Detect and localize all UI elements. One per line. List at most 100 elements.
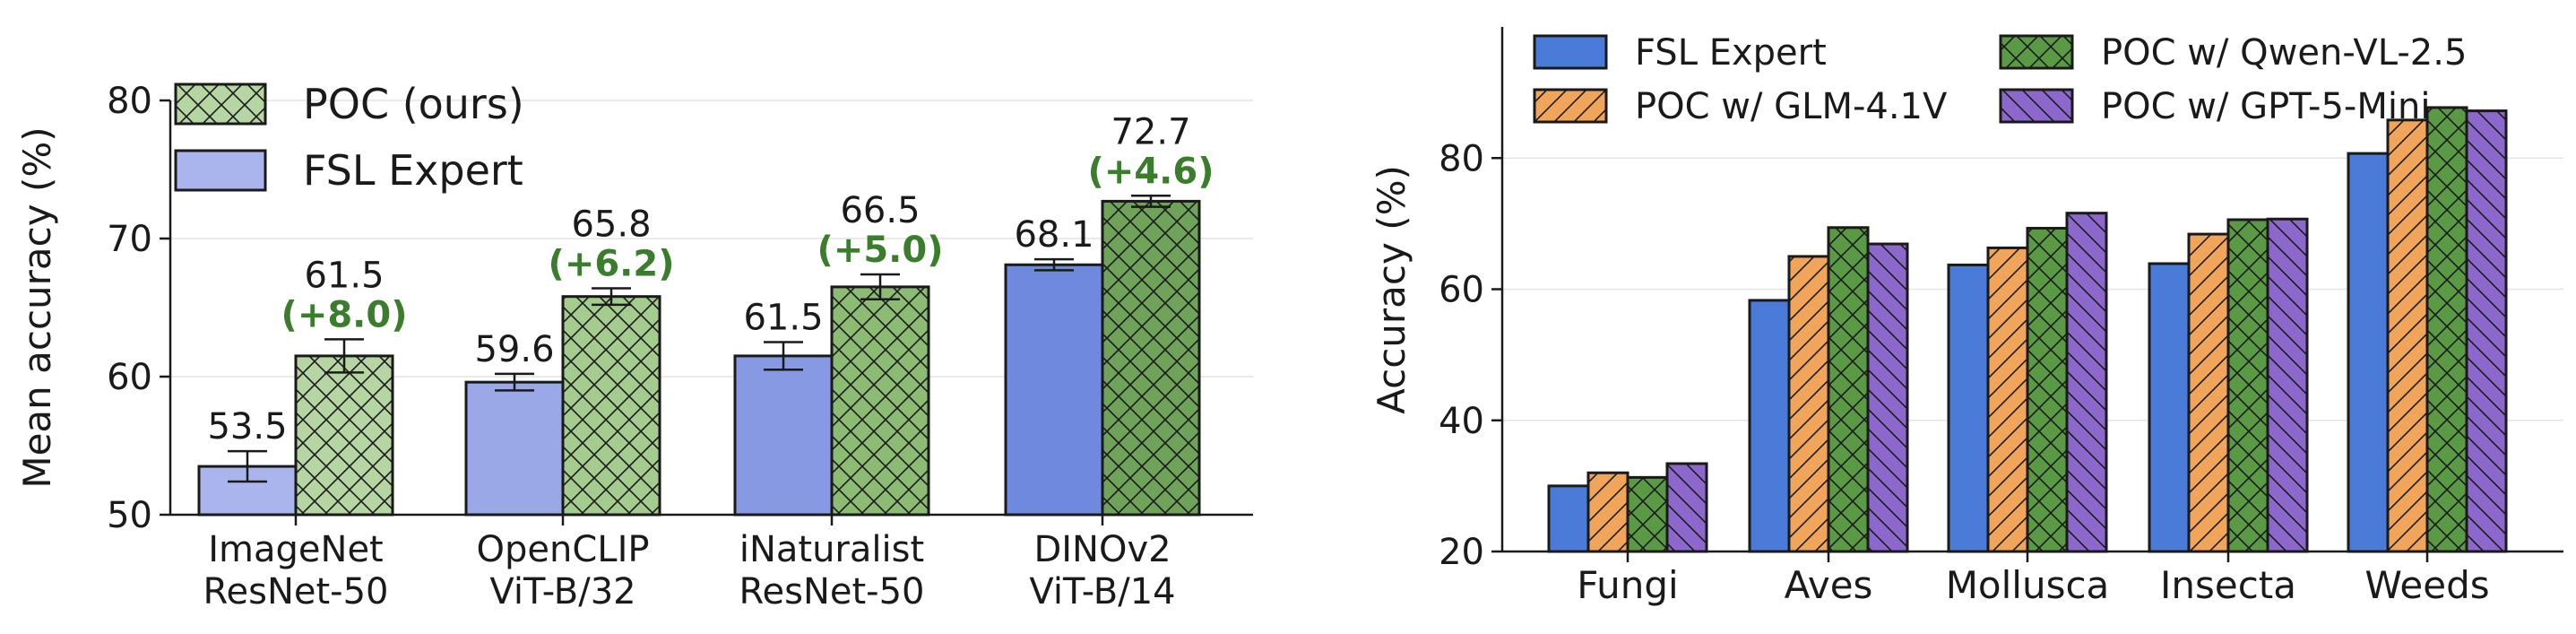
left-bar-poc [830, 285, 930, 517]
left-bar-poc-hatch [1102, 201, 1199, 516]
left-x-tick-label: ResNet-50 [203, 571, 389, 612]
left-x-tick-label: ViT-B/32 [489, 571, 635, 612]
chart-left: 53.5(+8.0)61.559.6(+6.2)65.861.5(+5.0)66… [15, 80, 1253, 612]
left-y-ticks: 50 60 70 80 [107, 81, 170, 536]
right-x-tick-label: Insecta [2160, 563, 2296, 607]
right-bar-series-2 [1827, 226, 1870, 553]
right-legend-swatch-hatch [1534, 90, 1606, 122]
left-bar-poc-hatch [296, 355, 393, 515]
left-y-tick-label: 80 [107, 81, 152, 122]
right-x-ticks: Fungi Aves Mollusca Insecta Weeds [1577, 551, 2490, 607]
left-legend-swatch-fill [176, 151, 265, 190]
right-bar-series-2-hatch [2228, 219, 2268, 552]
right-legend-label: POC w/ GLM-4.1V [1635, 86, 1948, 127]
right-y-tick-label: 80 [1439, 138, 1484, 179]
left-bars: 53.5(+8.0)61.559.6(+6.2)65.861.5(+5.0)66… [197, 111, 1215, 517]
right-bar-series-2-hatch [2427, 107, 2467, 551]
right-x-tick-label: Fungi [1577, 563, 1678, 607]
left-y-axis-label: Mean accuracy (%) [15, 126, 59, 488]
chart-right: 20 40 60 80 Fungi Aves Mollusca Insecta Weeds A… [1370, 27, 2563, 607]
left-legend-label: POC (ours) [303, 80, 524, 128]
right-legend-swatch-outline [1533, 34, 1608, 70]
right-bar-series-3-hatch [2067, 213, 2106, 552]
left-bar-poc-hatch [563, 296, 660, 515]
right-bar-series-0 [2347, 152, 2390, 553]
left-bar-fsl [1004, 263, 1104, 517]
left-y-tick-label: 70 [107, 219, 152, 260]
right-bar-series-0-fill [1549, 485, 1588, 551]
left-bar-poc [1101, 199, 1201, 517]
right-bar-series-2-hatch [1828, 227, 1868, 551]
right-bar-series-0 [1947, 263, 1990, 553]
left-legend-swatch-hatch [176, 84, 265, 124]
right-bar-series-1-hatch [1988, 248, 2027, 551]
left-bar-fsl-fill [466, 382, 563, 515]
right-legend-swatch-hatch [2001, 36, 2072, 68]
right-bars [1547, 106, 2508, 553]
right-bar-series-0-fill [2348, 153, 2388, 551]
right-bar-series-0 [1748, 299, 1791, 553]
right-bar-series-1 [2187, 232, 2230, 553]
left-gain-label: (+4.6) [1088, 151, 1215, 192]
left-legend-swatch [174, 149, 267, 192]
right-legend-swatch-outline [1999, 34, 2074, 70]
left-bar-fsl [733, 354, 834, 517]
left-value-label: 61.5 [304, 255, 384, 296]
right-bar-series-3-hatch [2467, 110, 2506, 551]
left-legend-label: FSL Expert [303, 146, 523, 195]
right-bar-series-0-fill [1750, 300, 1789, 551]
right-bar-series-0 [2148, 262, 2191, 553]
right-y-axis-label: Accuracy (%) [1370, 165, 1413, 414]
right-bar-series-1 [2386, 118, 2429, 553]
left-x-tick-label: ImageNet [208, 529, 384, 570]
left-value-label: 68.1 [1014, 214, 1094, 256]
left-value-label: 59.6 [474, 329, 554, 370]
left-legend-swatch-outline [174, 149, 267, 192]
left-value-label: 72.7 [1111, 111, 1190, 152]
right-y-tick-label: 20 [1439, 532, 1484, 573]
right-legend-swatch [1533, 88, 1608, 124]
left-y-tick-label: 60 [107, 357, 152, 398]
left-x-tick-label: iNaturalist [739, 529, 924, 570]
right-bar-series-2-hatch [1628, 477, 1667, 551]
right-bar-series-3-hatch [1667, 464, 1707, 551]
right-bar-series-1-hatch [2388, 119, 2427, 551]
left-value-label: 65.8 [571, 204, 651, 245]
left-legend-swatch [174, 83, 267, 126]
left-bar-poc [294, 354, 394, 517]
right-x-tick-label: Aves [1785, 563, 1873, 607]
right-bar-series-2 [2226, 218, 2269, 553]
right-legend-label: POC w/ Qwen-VL-2.5 [2101, 32, 2467, 74]
right-bar-series-3 [2266, 217, 2309, 553]
right-bar-series-3-hatch [2268, 219, 2307, 551]
right-legend-swatch-fill [1534, 36, 1606, 68]
right-bar-series-3 [1866, 242, 1909, 553]
right-bar-series-0 [1547, 484, 1590, 553]
left-value-label: 53.5 [207, 406, 287, 447]
right-legend-swatch [1999, 34, 2074, 70]
right-bar-series-1 [1586, 471, 1629, 553]
right-x-tick-label: Weeds [2364, 563, 2489, 607]
left-legend-swatch-outline [174, 83, 267, 126]
right-legend-swatch [1533, 34, 1608, 70]
left-bar-fsl [464, 380, 565, 517]
right-bar-series-0-fill [2149, 263, 2189, 551]
right-bar-series-0-fill [1949, 265, 1988, 551]
left-value-label: 61.5 [743, 298, 823, 339]
left-bar-poc-hatch [832, 286, 929, 515]
right-y-tick-label: 60 [1439, 270, 1484, 311]
right-bar-series-3 [2065, 212, 2108, 553]
right-bar-series-3-hatch [1868, 244, 1907, 551]
right-bar-series-2 [2425, 106, 2468, 553]
right-bar-series-1-hatch [2189, 234, 2228, 551]
right-x-tick-label: Mollusca [1946, 563, 2110, 607]
right-bar-series-1 [1986, 246, 2029, 553]
left-gain-label: (+6.2) [549, 243, 675, 284]
right-bar-series-3 [2465, 109, 2508, 553]
left-bar-fsl-fill [735, 355, 832, 515]
left-bar-fsl-fill [1006, 265, 1102, 515]
right-y-ticks: 20 40 60 80 [1439, 138, 1502, 573]
right-legend: FSL Expert POC w/ Qwen-VL-2.5 POC w/ GLM-4… [1533, 32, 2467, 127]
